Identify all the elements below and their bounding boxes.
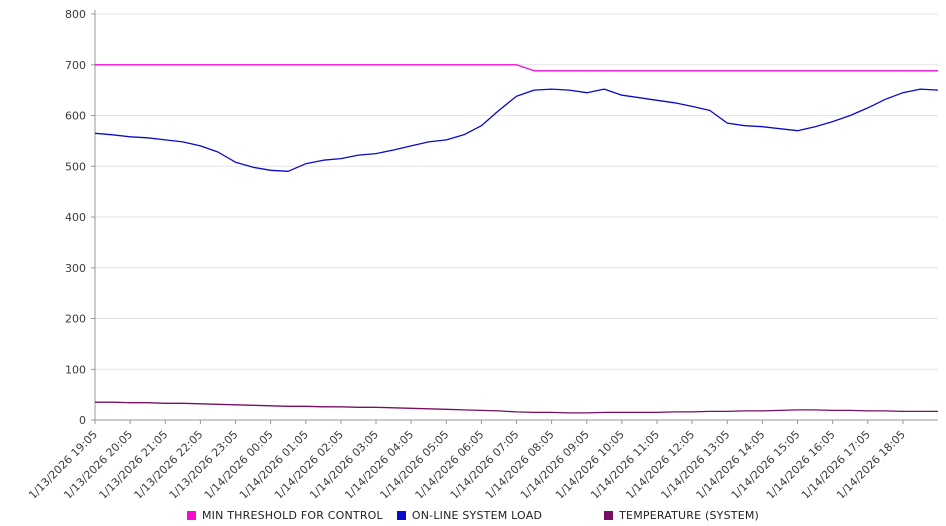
series-line-0 <box>95 64 938 72</box>
y-tick-label: 400 <box>65 211 86 224</box>
y-tick-label: 300 <box>65 262 86 275</box>
plot-area: 0 100 200 300 400 500 600 700 800 1/13/2026 19:05… <box>26 8 939 502</box>
y-tick-label: 200 <box>65 313 86 326</box>
y-tick-label: 500 <box>65 160 86 173</box>
legend-swatch-temperature-system-icon <box>604 511 614 520</box>
y-tick-label: 600 <box>65 110 86 123</box>
legend-swatch-min-threshold-icon <box>186 511 196 520</box>
series-line-2 <box>95 401 938 414</box>
legend: MIN THRESHOLD FOR CONTROL ON-LINE SYSTEM… <box>0 509 946 522</box>
y-tick-label: 800 <box>65 8 86 21</box>
legend-label-temperature-system: TEMPERATURE (SYSTEM) <box>619 509 760 522</box>
x-tick-label: 1/13/2026 19:05 <box>26 428 100 498</box>
legend-item-min-threshold[interactable]: MIN THRESHOLD FOR CONTROL <box>186 509 383 522</box>
legend-swatch-online-system-load-icon <box>396 511 406 520</box>
y-tick-label: 700 <box>65 59 86 72</box>
legend-label-min-threshold: MIN THRESHOLD FOR CONTROL <box>201 509 383 522</box>
legend-item-temperature-system[interactable]: TEMPERATURE (SYSTEM) <box>604 509 759 522</box>
y-tick-label: 0 <box>79 414 86 427</box>
legend-label-online-system-load: ON-LINE SYSTEM LOAD <box>411 509 543 522</box>
series-line-1 <box>94 88 939 172</box>
y-tick-label: 100 <box>65 363 86 376</box>
legend-item-online-system-load[interactable]: ON-LINE SYSTEM LOAD <box>396 509 543 522</box>
